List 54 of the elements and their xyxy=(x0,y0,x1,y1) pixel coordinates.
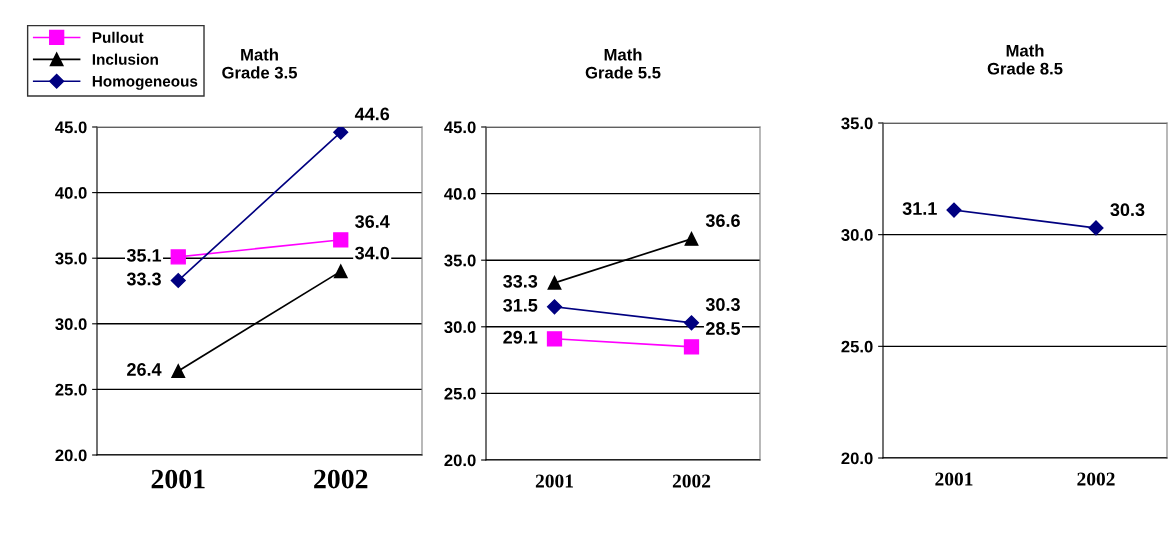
y-tick-label: 25.0 xyxy=(55,383,87,396)
y-tick-label: 45.0 xyxy=(55,121,87,134)
y-tick-label: 45.0 xyxy=(444,121,476,134)
data-label: 36.6 xyxy=(705,214,740,228)
point xyxy=(171,364,186,378)
point xyxy=(170,272,186,289)
point xyxy=(170,249,186,265)
point xyxy=(547,275,562,290)
y-tick-label: 30.0 xyxy=(444,321,476,334)
data-label: 26.4 xyxy=(127,363,162,376)
y-tick-label: 35.0 xyxy=(841,117,873,130)
x-tick-label: 2002 xyxy=(314,469,368,489)
legend-label: Pullout xyxy=(92,31,144,43)
y-tick-label: 20.0 xyxy=(841,452,873,465)
data-label: 33.3 xyxy=(503,274,538,288)
x-tick-label: 2001 xyxy=(535,474,573,488)
data-label: 36.4 xyxy=(355,215,390,228)
x-tick-label: 2002 xyxy=(1077,472,1115,486)
y-tick-label: 25.0 xyxy=(841,340,873,353)
y-tick-label: 30.0 xyxy=(841,229,873,241)
data-label: 34.0 xyxy=(355,246,390,260)
y-tick-label: 40.0 xyxy=(55,187,87,199)
chart-title: Math Grade 5.5 xyxy=(585,48,661,79)
legend-label: Homogeneous xyxy=(92,76,198,90)
x-tick-label: 2001 xyxy=(935,472,973,486)
data-label: 28.5 xyxy=(706,322,741,335)
data-label: 30.3 xyxy=(705,298,740,311)
data-label: 33.3 xyxy=(126,272,161,286)
data-label: 35.1 xyxy=(126,248,162,262)
point xyxy=(684,231,699,246)
x-tick-label: 2002 xyxy=(672,474,711,488)
data-label: 29.1 xyxy=(503,330,538,344)
y-tick-label: 25.0 xyxy=(444,387,476,400)
point xyxy=(333,264,348,279)
y-tick-label: 35.0 xyxy=(55,252,87,265)
point xyxy=(683,315,700,331)
x-tick-label: 2001 xyxy=(151,469,205,489)
y-tick-label: 20.0 xyxy=(55,449,87,462)
point xyxy=(333,127,349,140)
data-label: 31.1 xyxy=(902,202,937,215)
point xyxy=(333,232,349,248)
y-tick-label: 40.0 xyxy=(444,188,476,200)
legend-label: Inclusion xyxy=(92,53,158,65)
y-tick-label: 35.0 xyxy=(444,254,476,267)
chart-title: Math Grade 8.5 xyxy=(987,44,1063,75)
y-tick-label: 20.0 xyxy=(444,454,476,467)
point xyxy=(546,331,563,347)
data-label: 31.5 xyxy=(503,298,538,312)
y-tick-label: 30.0 xyxy=(55,318,87,331)
point xyxy=(546,299,563,315)
chart-title: Math Grade 3.5 xyxy=(222,48,298,79)
data-label: 44.6 xyxy=(354,107,390,121)
data-label: 30.3 xyxy=(1110,203,1145,217)
point xyxy=(683,339,700,355)
